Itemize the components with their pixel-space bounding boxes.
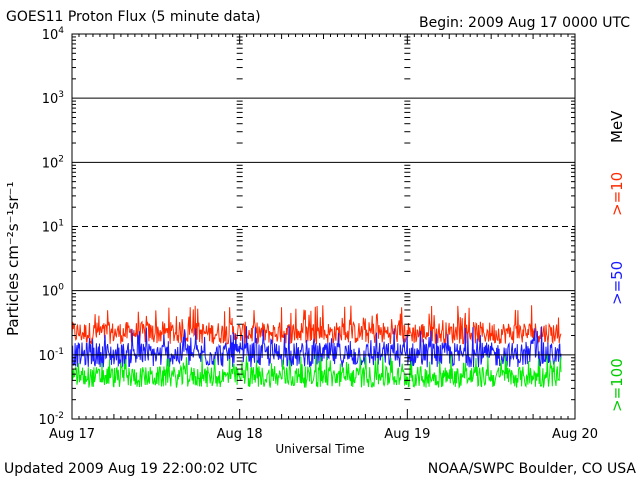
y-tick-label: 104 xyxy=(42,26,65,43)
series-line-ge10 xyxy=(71,305,562,345)
y-tick-label: 10-1 xyxy=(38,347,64,364)
begin-time-label: Begin: 2009 Aug 17 0000 UTC xyxy=(419,15,630,31)
x-tick-label: Aug 18 xyxy=(217,427,263,442)
unit-label-mev: MeV xyxy=(608,110,626,143)
x-axis-label: Universal Time xyxy=(275,442,365,456)
y-tick-label: 100 xyxy=(42,283,65,300)
y-axis-label: Particles cm⁻²s⁻¹sr⁻¹ xyxy=(4,181,22,336)
x-tick-label: Aug 17 xyxy=(49,427,95,442)
legend-ge10: >=10 xyxy=(608,171,626,216)
y-tick-label: 10-2 xyxy=(38,411,64,428)
x-tick-label: Aug 19 xyxy=(384,427,430,442)
series-line-ge100 xyxy=(71,354,562,389)
x-tick-label: Aug 20 xyxy=(552,427,598,442)
series-line-ge50 xyxy=(71,326,562,368)
y-tick-label: 103 xyxy=(42,90,64,107)
credit-label: NOAA/SWPC Boulder, CO USA xyxy=(427,461,636,477)
legend-ge50: >=50 xyxy=(608,260,626,305)
updated-label: Updated 2009 Aug 19 22:00:02 UTC xyxy=(4,461,258,477)
y-tick-label: 101 xyxy=(42,219,64,236)
chart-title: GOES11 Proton Flux (5 minute data) xyxy=(6,9,261,25)
legend-ge100: >=100 xyxy=(608,358,626,412)
y-tick-label: 102 xyxy=(42,154,64,171)
plot-frame xyxy=(71,33,576,420)
